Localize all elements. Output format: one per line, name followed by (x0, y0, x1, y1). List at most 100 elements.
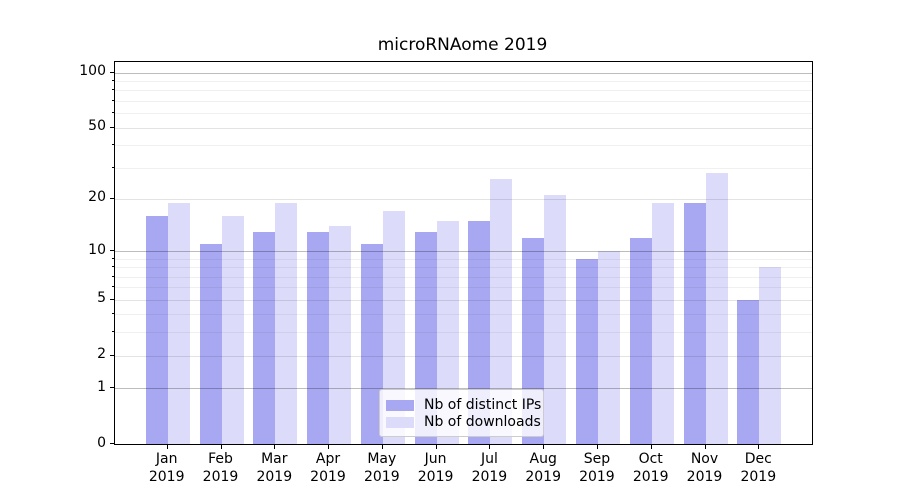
y-tick-20 (110, 197, 114, 199)
y-minortick-70 (112, 99, 114, 101)
y-minortick-6 (112, 286, 114, 288)
y-minortick-60 (112, 112, 114, 113)
bar-sep-distinct-ips (575, 259, 598, 444)
gridline-minor-y-30 (115, 167, 812, 169)
x-tick-year: 2019 (148, 469, 185, 485)
bar-nov-downloads (705, 173, 728, 444)
x-tick-jun (435, 445, 437, 449)
bar-feb-downloads (221, 216, 244, 444)
x-tick-label-jun: Jun 2019 (408, 450, 464, 486)
legend-label-distinct-ips: Nb of distinct IPs (424, 397, 542, 413)
gridline-y-2 (115, 355, 812, 357)
x-tick-dec (758, 445, 760, 449)
y-tick-5 (110, 298, 114, 300)
bar-may-distinct-ips (360, 244, 383, 444)
x-tick-nov (704, 445, 706, 449)
x-tick-year: 2019 (417, 469, 454, 485)
x-tick-jul (489, 445, 491, 449)
y-tick-label-2: 2 (97, 346, 106, 363)
y-minortick-40 (112, 144, 114, 145)
x-tick-sep (596, 445, 598, 449)
gridline-minor-y-40 (115, 145, 812, 146)
bar-apr-distinct-ips (307, 232, 329, 444)
bar-feb-distinct-ips (199, 244, 222, 444)
y-tick-10 (110, 250, 114, 251)
legend-swatch-downloads (386, 416, 414, 428)
gridline-minor-y-60 (115, 113, 812, 114)
bar-oct-distinct-ips (629, 238, 652, 444)
legend-entry-distinct-ips: Nb of distinct IPs (386, 397, 541, 413)
y-tick-0 (110, 443, 114, 444)
x-tick-year: 2019 (632, 469, 669, 485)
y-minortick-80 (112, 89, 114, 91)
x-tick-month: Oct (638, 451, 663, 467)
x-tick-mar (274, 445, 276, 449)
gridline-y-1 (115, 388, 812, 390)
x-tick-month: Apr (315, 451, 341, 467)
y-tick-label-20: 20 (88, 189, 106, 206)
y-tick-label-1: 1 (97, 378, 106, 395)
gridline-y-20 (115, 198, 812, 200)
legend-swatch-distinct-ips (386, 399, 414, 411)
legend: Nb of distinct IPs Nb of downloads (379, 389, 544, 437)
y-tick-100 (110, 71, 114, 73)
bar-jan-downloads (167, 203, 190, 444)
bar-aug-downloads (544, 195, 567, 444)
y-tick-label-50: 50 (88, 118, 106, 134)
y-tick-label-0: 0 (97, 434, 106, 451)
bar-jan-distinct-ips (145, 216, 168, 444)
x-tick-month: Feb (208, 451, 233, 467)
x-tick-jan (166, 445, 168, 449)
gridline-minor-y-80 (115, 90, 812, 92)
gridline-y-5 (115, 299, 812, 301)
bar-jul-distinct-ips (468, 221, 491, 444)
x-tick-month: Jun (424, 451, 447, 467)
y-minortick-7 (112, 275, 114, 277)
bar-oct-downloads (651, 203, 674, 444)
x-tick-label-dec: Dec 2019 (730, 450, 786, 486)
gridline-minor-y-6 (115, 287, 812, 289)
x-tick-label-nov: Nov 2019 (677, 450, 733, 486)
gridline-minor-y-3 (115, 332, 812, 334)
y-minortick-9 (112, 257, 114, 259)
x-tick-year: 2019 (310, 469, 346, 485)
gridline-y-10 (115, 251, 812, 252)
bar-mar-distinct-ips (253, 232, 276, 444)
x-tick-month: Dec (744, 451, 772, 467)
x-tick-label-oct: Oct 2019 (623, 450, 679, 486)
x-tick-label-jan: Jan 2019 (139, 450, 195, 486)
x-tick-month: Jul (480, 451, 498, 467)
gridline-minor-y-4 (115, 314, 812, 316)
bar-apr-downloads (329, 226, 351, 444)
x-tick-month: Sep (583, 451, 611, 467)
x-tick-label-may: May 2019 (354, 450, 410, 486)
bar-jun-downloads (436, 221, 459, 444)
y-minortick-3 (112, 331, 114, 333)
chart-title: microRNAome 2019 (377, 35, 548, 55)
y-tick-2 (110, 354, 114, 356)
x-tick-feb (220, 445, 222, 449)
x-tick-month: Mar (261, 451, 288, 467)
x-tick-month: Jan (155, 451, 178, 467)
x-tick-label-jul: Jul 2019 (461, 450, 517, 486)
x-tick-year: 2019 (363, 469, 400, 485)
bar-jul-downloads (490, 179, 513, 444)
x-tick-month: Aug (529, 451, 557, 467)
gridline-y-50 (115, 127, 812, 129)
bar-mar-downloads (275, 203, 298, 444)
bar-sep-downloads (597, 251, 620, 444)
x-tick-label-mar: Mar 2019 (246, 450, 302, 486)
x-tick-year: 2019 (525, 469, 561, 485)
gridline-minor-y-9 (115, 258, 812, 260)
x-tick-year: 2019 (686, 469, 723, 485)
x-tick-month: Nov (690, 451, 719, 467)
gridline-minor-y-7 (115, 276, 812, 278)
gridline-y-100 (115, 72, 812, 74)
y-tick-label-100: 100 (79, 63, 106, 79)
gridline-minor-y-90 (115, 80, 812, 82)
x-tick-month: May (367, 451, 397, 467)
bar-nov-distinct-ips (683, 203, 706, 444)
y-tick-label-5: 5 (97, 290, 106, 307)
x-tick-year: 2019 (740, 469, 777, 485)
y-tick-50 (110, 126, 114, 128)
